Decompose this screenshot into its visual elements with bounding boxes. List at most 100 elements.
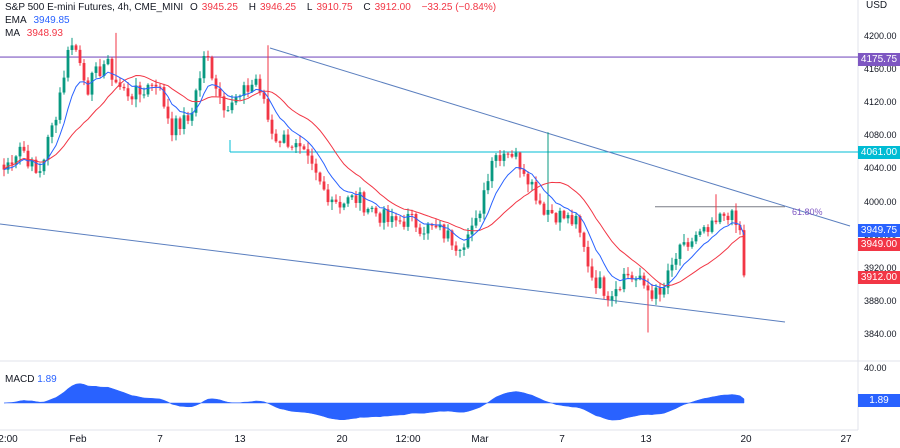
candle-body bbox=[358, 192, 362, 203]
candle-body bbox=[442, 224, 446, 239]
candle-body bbox=[406, 213, 410, 227]
candle-body bbox=[362, 192, 366, 213]
candle-body bbox=[614, 289, 618, 297]
candle-body bbox=[514, 152, 518, 157]
candle-body bbox=[466, 234, 470, 248]
price-tick-label: 4080.00 bbox=[864, 130, 897, 141]
candle-body bbox=[294, 143, 298, 148]
candle-body bbox=[434, 225, 438, 228]
candle-body bbox=[138, 85, 142, 95]
candle-body bbox=[386, 209, 390, 222]
price-tick-label: 4040.00 bbox=[864, 163, 897, 174]
candle-body bbox=[482, 190, 486, 214]
price-tick-label: 3880.00 bbox=[864, 295, 897, 306]
last-price-tag: 3912.00 bbox=[858, 271, 900, 284]
candle-body bbox=[142, 94, 146, 96]
macd-area bbox=[3, 383, 745, 421]
candle-body bbox=[410, 213, 414, 215]
candle-body bbox=[690, 241, 694, 247]
candle-body bbox=[422, 233, 426, 235]
candle-body bbox=[622, 273, 626, 290]
macd-value: 1.89 bbox=[37, 374, 57, 385]
candle-body bbox=[98, 66, 102, 76]
ma-legend-row[interactable]: MA 3948.93 bbox=[5, 27, 500, 40]
candle-body bbox=[454, 245, 458, 251]
candle-body bbox=[462, 247, 466, 250]
time-tick-label: 2:00 bbox=[0, 434, 18, 445]
candle-body bbox=[270, 119, 274, 134]
candle-body bbox=[730, 210, 734, 220]
resistance-price-tag: 4175.75 bbox=[858, 53, 900, 66]
candle-body bbox=[50, 125, 54, 137]
ohlc-change: −33.25 (−0.84%) bbox=[421, 2, 497, 13]
ma-price-tag: 3949.00 bbox=[858, 238, 900, 251]
candle-body bbox=[710, 220, 714, 232]
candle-body bbox=[570, 215, 574, 225]
candle-body bbox=[302, 146, 306, 150]
candle-body bbox=[430, 224, 434, 226]
candle-body bbox=[450, 230, 454, 246]
candle-body bbox=[686, 242, 690, 247]
candle-body bbox=[122, 86, 126, 89]
candle-body bbox=[494, 155, 498, 161]
time-tick-label: 13 bbox=[234, 434, 246, 445]
candle-body bbox=[586, 246, 590, 267]
candle-body bbox=[126, 88, 130, 97]
candle-body bbox=[366, 208, 370, 213]
time-tick-label: 12:00 bbox=[395, 434, 421, 445]
candle-body bbox=[186, 115, 190, 121]
candle-body bbox=[538, 200, 542, 204]
candle-body bbox=[718, 213, 722, 223]
candle-body bbox=[310, 155, 314, 164]
candle-body bbox=[394, 216, 398, 221]
symbol-title[interactable]: S&P 500 E-mini Futures, 4h, CME_MINI bbox=[5, 2, 184, 13]
candle-body bbox=[638, 275, 642, 280]
candle-body bbox=[10, 162, 14, 165]
candle-body bbox=[558, 210, 562, 223]
candle-body bbox=[170, 118, 174, 136]
candle-body bbox=[46, 136, 50, 160]
ohlc-low: L 3910.75 bbox=[306, 2, 353, 13]
time-tick-label: 20 bbox=[740, 434, 752, 445]
ema-price-tag: 3949.75 bbox=[858, 224, 900, 237]
candle-body bbox=[646, 285, 650, 291]
ma-label: MA bbox=[5, 28, 20, 39]
candle-body bbox=[726, 215, 730, 220]
candle-body bbox=[474, 218, 478, 226]
lower-trendline bbox=[0, 223, 786, 323]
candle-body bbox=[674, 258, 678, 265]
candle-body bbox=[346, 197, 350, 204]
candle-body bbox=[94, 66, 98, 73]
candle-body bbox=[250, 84, 254, 92]
macd-axis-top: 40.00 bbox=[864, 363, 887, 373]
ema-legend-row[interactable]: EMA 3949.85 bbox=[5, 14, 500, 27]
candle-body bbox=[738, 225, 742, 231]
candle-body bbox=[286, 134, 290, 147]
candle-body bbox=[438, 224, 442, 228]
candle-body bbox=[210, 57, 214, 79]
candle-body bbox=[230, 102, 234, 111]
candle-body bbox=[274, 133, 278, 142]
ma-line bbox=[3, 75, 745, 287]
time-tick-label: 27 bbox=[840, 434, 852, 445]
candle-body bbox=[734, 210, 738, 226]
candle-body bbox=[350, 195, 354, 198]
candle-body bbox=[114, 79, 118, 83]
candle-body bbox=[598, 277, 602, 289]
candle-body bbox=[634, 279, 638, 281]
price-tick-label: 3840.00 bbox=[864, 329, 897, 339]
candle-body bbox=[306, 149, 310, 156]
time-tick-label: 7 bbox=[157, 434, 163, 445]
candle-body bbox=[290, 146, 294, 148]
macd-legend[interactable]: MACD 1.89 bbox=[5, 374, 57, 385]
time-tick-label: Mar bbox=[471, 434, 489, 445]
candle-body bbox=[582, 232, 586, 247]
candle-body bbox=[658, 287, 662, 295]
candle-body bbox=[262, 92, 266, 99]
candle-body bbox=[698, 231, 702, 235]
price-tick-label: 4000.00 bbox=[864, 196, 897, 207]
candle-body bbox=[370, 207, 374, 209]
candle-body bbox=[398, 220, 402, 222]
